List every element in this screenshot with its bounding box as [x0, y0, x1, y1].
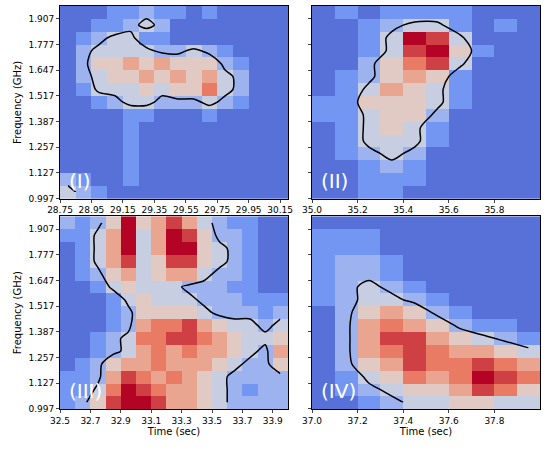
svg-text:29.15: 29.15: [110, 205, 136, 215]
svg-text:1.517: 1.517: [28, 91, 54, 101]
svg-text:33.1: 33.1: [141, 416, 161, 426]
svg-text:33.9: 33.9: [263, 416, 283, 426]
svg-text:1.387: 1.387: [28, 327, 54, 337]
svg-text:1.907: 1.907: [28, 224, 54, 234]
svg-text:(I): (I): [69, 169, 91, 193]
svg-text:32.9: 32.9: [111, 416, 131, 426]
svg-text:1.257: 1.257: [28, 142, 54, 152]
svg-text:37.2: 37.2: [348, 416, 368, 426]
svg-text:33.7: 33.7: [232, 416, 252, 426]
svg-text:32.7: 32.7: [80, 416, 100, 426]
svg-text:30.15: 30.15: [267, 205, 293, 215]
svg-text:33.5: 33.5: [202, 416, 222, 426]
svg-text:28.75: 28.75: [47, 205, 73, 215]
svg-text:37.8: 37.8: [484, 416, 504, 426]
svg-text:1.127: 1.127: [28, 168, 54, 178]
svg-text:Time (sec): Time (sec): [147, 426, 200, 437]
svg-text:Time (sec): Time (sec): [399, 426, 452, 437]
svg-text:Frequency (GHz): Frequency (GHz): [12, 271, 23, 354]
svg-text:1.777: 1.777: [28, 40, 54, 50]
svg-text:35.8: 35.8: [484, 205, 504, 215]
svg-text:35.0: 35.0: [302, 205, 322, 215]
svg-text:37.0: 37.0: [302, 416, 322, 426]
svg-text:(III): (III): [69, 379, 102, 403]
svg-text:29.95: 29.95: [236, 205, 262, 215]
svg-text:1.647: 1.647: [28, 276, 54, 286]
svg-text:0.997: 0.997: [28, 404, 54, 414]
svg-text:29.55: 29.55: [173, 205, 199, 215]
svg-text:(II): (II): [321, 169, 348, 193]
svg-text:1.387: 1.387: [28, 117, 54, 127]
svg-text:1.127: 1.127: [28, 378, 54, 388]
svg-text:(IV): (IV): [321, 379, 356, 403]
svg-text:37.6: 37.6: [439, 416, 459, 426]
svg-text:1.647: 1.647: [28, 65, 54, 75]
svg-text:1.517: 1.517: [28, 301, 54, 311]
svg-text:35.6: 35.6: [439, 205, 459, 215]
svg-text:28.95: 28.95: [79, 205, 105, 215]
svg-text:Frequency (GHz): Frequency (GHz): [12, 61, 23, 144]
svg-text:37.4: 37.4: [393, 416, 413, 426]
svg-text:35.4: 35.4: [393, 205, 413, 215]
svg-text:29.35: 29.35: [141, 205, 167, 215]
svg-text:1.777: 1.777: [28, 250, 54, 260]
svg-text:35.2: 35.2: [348, 205, 368, 215]
svg-text:33.3: 33.3: [172, 416, 192, 426]
svg-text:29.75: 29.75: [204, 205, 230, 215]
svg-text:32.5: 32.5: [50, 416, 70, 426]
svg-text:0.997: 0.997: [28, 194, 54, 204]
svg-text:1.907: 1.907: [28, 14, 54, 24]
svg-text:1.257: 1.257: [28, 353, 54, 363]
